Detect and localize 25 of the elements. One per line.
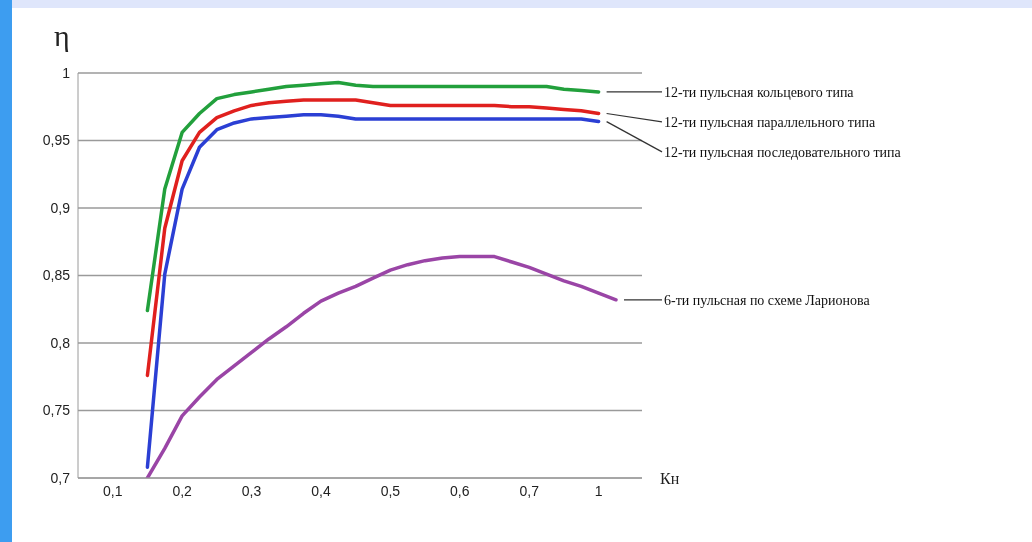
line-series bbox=[145, 113, 601, 469]
y-tick-label: 0,9 bbox=[50, 199, 71, 216]
y-tick-label: 0,95 bbox=[42, 132, 71, 149]
y-tick-label: 0,8 bbox=[50, 334, 71, 351]
y-tick-label: 1 bbox=[62, 64, 71, 81]
x-axis-title: Кн bbox=[660, 470, 680, 487]
x-tick-label: 0,3 bbox=[241, 482, 262, 499]
y-tick-label: 0,75 bbox=[42, 402, 71, 419]
x-tick-label: 0,6 bbox=[450, 482, 470, 499]
x-tick-label: 0,4 bbox=[311, 482, 331, 499]
text: 12-ти пульсная кольцевого типа bbox=[664, 84, 855, 100]
text: 12-ти пульсная параллельного типа bbox=[664, 114, 876, 130]
x-tick-label: 0,1 bbox=[102, 482, 123, 499]
text: 6-ти пульсная по схеме Ларионова bbox=[664, 292, 871, 308]
x-tick-label: 0,7 bbox=[519, 482, 540, 499]
y-axis-title: η bbox=[54, 19, 70, 52]
line-series bbox=[145, 254, 618, 478]
x-tick-label: 0,2 bbox=[172, 482, 193, 499]
y-tick-label: 0,7 bbox=[50, 469, 71, 486]
text: 12-ти пульсная последовательного типа bbox=[664, 144, 902, 160]
x-tick-label: 1 bbox=[594, 482, 603, 499]
x-tick-label: 0,5 bbox=[380, 482, 401, 499]
line-series bbox=[145, 98, 601, 378]
y-tick-label: 0,85 bbox=[42, 267, 71, 284]
line-series bbox=[145, 80, 601, 313]
